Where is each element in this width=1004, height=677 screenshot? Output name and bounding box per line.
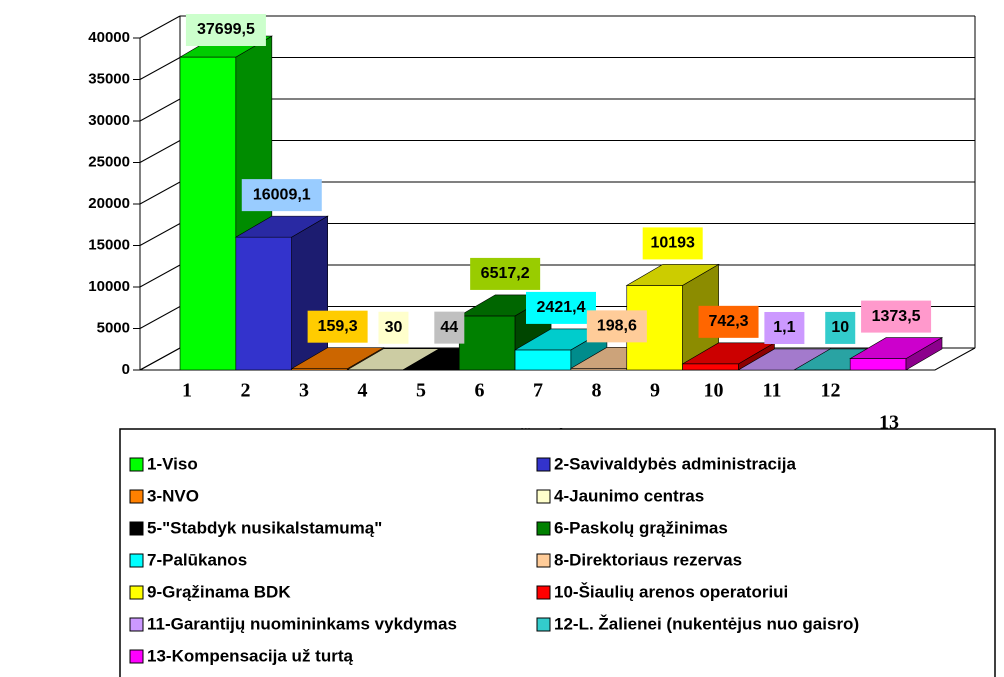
data-label-box: [764, 311, 805, 344]
x-tick-label: 10: [704, 380, 724, 402]
x-tick-label: 9: [650, 380, 660, 402]
legend-swatch: [129, 617, 144, 632]
legend-swatch: [129, 649, 144, 664]
y-tick-label: 15000: [88, 236, 130, 253]
legend-label: 9-Grąžinama BDK: [147, 582, 291, 601]
data-label: 742,3: [709, 313, 749, 330]
legend-swatch: [536, 553, 551, 568]
legend-label: 2-Savivaldybės administracija: [554, 454, 796, 473]
data-label: 44: [440, 319, 458, 336]
data-label-box: [378, 311, 409, 344]
legend: [119, 428, 996, 677]
data-label-box: [307, 310, 368, 343]
y-tick-label: 10000: [88, 278, 130, 295]
data-label: 1373,5: [872, 308, 921, 325]
bar-top: [625, 264, 720, 286]
bar: [235, 236, 292, 371]
legend-swatch: [536, 489, 551, 504]
data-label-box: [825, 311, 856, 344]
y-tick-label: 40000: [88, 29, 130, 46]
x-tick-label: 6: [475, 380, 485, 402]
bar-top: [849, 337, 944, 359]
legend-swatch: [129, 585, 144, 600]
data-label: 10193: [650, 235, 695, 252]
legend-swatch: [536, 617, 551, 632]
y-tick-label: 30000: [88, 112, 130, 129]
bar: [682, 363, 739, 371]
data-label: 10: [831, 319, 849, 336]
data-label: 198,6: [597, 318, 637, 335]
x-tick-label: 4: [358, 380, 368, 402]
bar-top: [234, 215, 329, 238]
legend-label: 12-L. Žalienei (nukentėjus nuo gaisro): [554, 614, 859, 633]
data-label-box: [698, 305, 759, 338]
grid-line: [139, 181, 181, 205]
data-label-box: [434, 311, 465, 344]
legend-label: 5-"Stabdyk nusikalstamumą": [147, 518, 382, 537]
legend-swatch: [129, 553, 144, 568]
data-label-box: [586, 310, 647, 343]
x-tick-label: 13: [879, 412, 899, 434]
legend-swatch: [129, 489, 144, 504]
x-tick-label: 2: [241, 380, 251, 402]
grid-line: [139, 306, 181, 329]
grid-line: [139, 15, 181, 39]
grid-line: [139, 140, 181, 163]
grid-line: [139, 57, 181, 80]
legend-swatch: [536, 585, 551, 600]
legend-label: 11-Garantijų nuomininkams vykdymas: [147, 614, 457, 633]
legend-label: 13-Kompensacija už turtą: [147, 646, 353, 665]
x-tick-label: 11: [763, 380, 782, 402]
x-tick-label: 7: [533, 380, 543, 402]
legend-swatch: [536, 457, 551, 472]
bar-top: [290, 347, 385, 369]
legend-label: 4-Jaunimo centras: [554, 486, 704, 505]
x-tick-label: 5: [416, 380, 426, 402]
data-label-box: [642, 227, 703, 260]
x-tick-label: 1: [182, 380, 192, 402]
data-label-box: [470, 257, 541, 290]
data-label: 16009,1: [253, 186, 311, 203]
data-label-box: [526, 291, 596, 324]
bar: [849, 358, 907, 371]
data-label: 30: [385, 319, 403, 336]
data-label: 1,1: [773, 319, 795, 336]
legend-label: 1-Viso: [147, 454, 198, 473]
data-label-box: [861, 300, 932, 333]
data-label-box: [241, 179, 322, 212]
legend-swatch: [129, 521, 144, 536]
legend-label: 10-Šiaulių arenos operatoriui: [554, 582, 788, 601]
bar: [179, 56, 237, 371]
grid-line: [139, 264, 181, 288]
data-label: 37699,5: [197, 21, 255, 38]
y-tick-label: 5000: [97, 319, 130, 336]
x-tick-label: 8: [592, 380, 602, 402]
y-tick-label: 20000: [88, 195, 130, 212]
legend-swatch: [536, 521, 551, 536]
y-tick-label: 25000: [88, 153, 130, 170]
legend-label: 3-NVO: [147, 486, 199, 505]
data-label: 159,3: [318, 318, 358, 335]
data-label-box: [185, 14, 266, 46]
data-label: 2421,4: [537, 299, 586, 316]
x-tick-label: 3: [299, 380, 309, 402]
grid-line: [139, 347, 181, 371]
bar: [458, 315, 516, 371]
y-tick-label: 35000: [88, 70, 130, 87]
legend-swatch: [129, 457, 144, 472]
bar-side: [291, 215, 328, 371]
legend-label: 6-Paskolų grąžinimas: [554, 518, 728, 537]
data-label: 6517,2: [481, 265, 530, 282]
legend-label: 8-Direktoriaus rezervas: [554, 550, 742, 569]
grid-line: [139, 98, 181, 122]
x-tick-label: 12: [821, 380, 841, 402]
legend-label: 7-Palūkanos: [147, 550, 247, 569]
y-tick-label: 0: [122, 361, 130, 378]
bar: [514, 349, 572, 371]
grid-line: [139, 223, 181, 246]
